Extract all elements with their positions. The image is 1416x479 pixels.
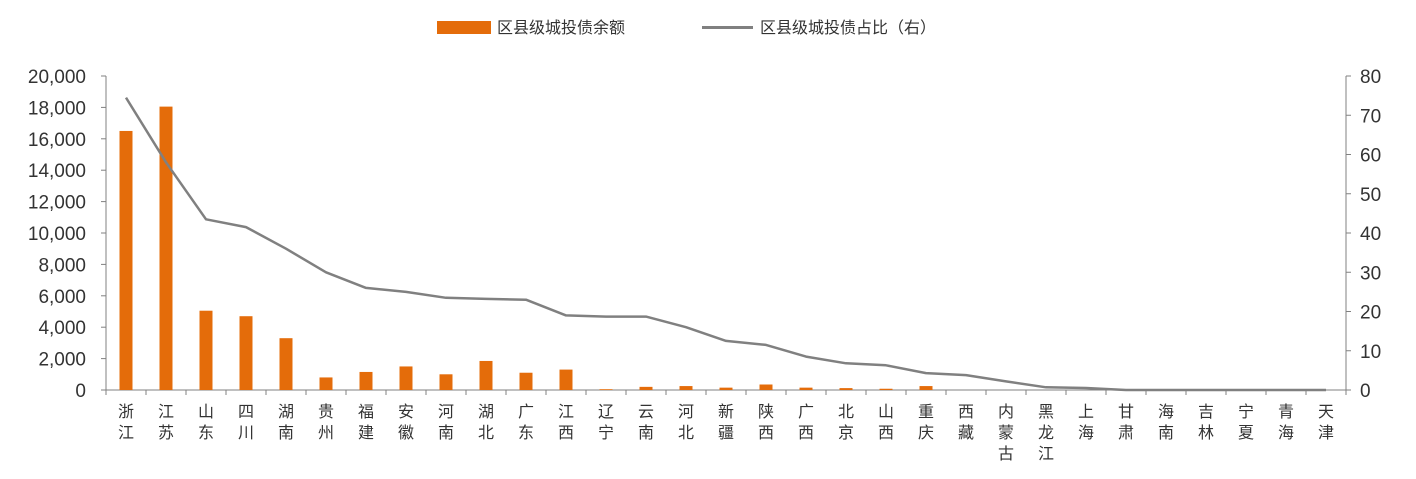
bar bbox=[559, 369, 573, 390]
y-right-tick-label: 50 bbox=[1360, 185, 1381, 206]
y-left-tick-label: 14,000 bbox=[28, 161, 86, 182]
bar bbox=[159, 106, 173, 391]
legend-label-line: 区县级城投债占比（右） bbox=[760, 18, 936, 37]
category-label: 新疆 bbox=[718, 402, 734, 442]
category-label: 天津 bbox=[1318, 402, 1334, 442]
bar bbox=[359, 371, 373, 390]
bar bbox=[399, 366, 413, 390]
bar bbox=[319, 377, 333, 390]
y-left-tick-label: 18,000 bbox=[28, 98, 86, 119]
category-label: 广西 bbox=[798, 402, 814, 442]
bar bbox=[119, 130, 133, 390]
category-label: 贵州 bbox=[318, 402, 334, 442]
bar bbox=[719, 387, 733, 390]
category-label: 上海 bbox=[1078, 402, 1094, 442]
y-left-tick-label: 8,000 bbox=[38, 255, 86, 276]
bar bbox=[799, 387, 813, 390]
bar bbox=[439, 374, 453, 390]
y-left-tick-label: 6,000 bbox=[38, 287, 86, 308]
category-label: 湖北 bbox=[478, 402, 494, 442]
category-label: 广东 bbox=[518, 402, 534, 442]
y-right-tick-label: 40 bbox=[1360, 224, 1381, 245]
category-label: 湖南 bbox=[278, 402, 294, 442]
category-label: 江苏 bbox=[158, 402, 174, 442]
y-left-tick-label: 4,000 bbox=[38, 318, 86, 339]
bar bbox=[919, 386, 933, 390]
y-right-tick-label: 20 bbox=[1360, 303, 1381, 324]
y-left-tick-label: 20,000 bbox=[28, 67, 86, 88]
line-series bbox=[124, 96, 1326, 392]
category-label: 吉林 bbox=[1198, 402, 1214, 442]
y-left-tick-label: 16,000 bbox=[28, 130, 86, 151]
legend: 区县级城投债余额 区县级城投债占比（右） bbox=[437, 18, 936, 37]
category-label: 福建 bbox=[358, 402, 374, 442]
y-left-tick-label: 12,000 bbox=[28, 193, 86, 214]
category-label: 西藏 bbox=[958, 402, 974, 442]
category-label: 山东 bbox=[198, 402, 214, 442]
y-right-tick-label: 10 bbox=[1360, 342, 1381, 363]
category-label: 山西 bbox=[878, 402, 894, 442]
y-right-tick-label: 30 bbox=[1360, 263, 1381, 284]
bar bbox=[479, 360, 493, 390]
bar bbox=[239, 316, 253, 390]
bar bbox=[879, 388, 893, 390]
category-label: 海南 bbox=[1158, 402, 1174, 442]
bar bbox=[639, 386, 653, 390]
y-right-tick-label: 0 bbox=[1360, 381, 1371, 402]
bar bbox=[679, 386, 693, 390]
category-label: 河南 bbox=[438, 402, 454, 442]
category-label: 内蒙古 bbox=[998, 402, 1014, 463]
category-label: 陕西 bbox=[758, 402, 774, 442]
bar bbox=[279, 338, 293, 390]
category-label: 安徽 bbox=[398, 402, 414, 442]
category-labels: 浙江江苏山东四川湖南贵州福建安徽河南湖北广东江西辽宁云南河北新疆陕西广西北京山西… bbox=[118, 402, 1334, 463]
category-label: 辽宁 bbox=[598, 402, 614, 442]
category-label: 北京 bbox=[838, 402, 854, 442]
legend-swatch-bar bbox=[437, 21, 491, 34]
bar-series bbox=[119, 106, 933, 391]
category-label: 重庆 bbox=[918, 402, 934, 442]
bar bbox=[759, 384, 773, 390]
bar bbox=[519, 372, 533, 390]
legend-label-bar: 区县级城投债余额 bbox=[497, 18, 625, 37]
category-label: 青海 bbox=[1278, 402, 1294, 442]
y-left-tick-label: 10,000 bbox=[28, 224, 86, 245]
category-label: 云南 bbox=[638, 402, 654, 442]
category-label: 江西 bbox=[558, 402, 574, 442]
axes: 0 2,000 4,000 6,000 8,000 10,000 12,000 14,000 1… bbox=[28, 67, 1381, 402]
category-label: 宁夏 bbox=[1238, 402, 1254, 442]
bar bbox=[839, 388, 853, 390]
y-right-tick-label: 80 bbox=[1360, 67, 1381, 88]
bar bbox=[199, 310, 213, 390]
y-left-tick-label: 0 bbox=[75, 381, 86, 402]
category-label: 甘肃 bbox=[1118, 402, 1134, 442]
y-right-tick-label: 70 bbox=[1360, 106, 1381, 127]
y-left-tick-label: 2,000 bbox=[38, 350, 86, 371]
y-right-tick-label: 60 bbox=[1360, 146, 1381, 167]
category-label: 河北 bbox=[678, 402, 694, 442]
category-label: 黑龙江 bbox=[1038, 402, 1054, 463]
category-label: 四川 bbox=[238, 402, 254, 442]
category-label: 浙江 bbox=[118, 402, 134, 442]
bar bbox=[599, 389, 613, 390]
line-path bbox=[124, 96, 1326, 392]
